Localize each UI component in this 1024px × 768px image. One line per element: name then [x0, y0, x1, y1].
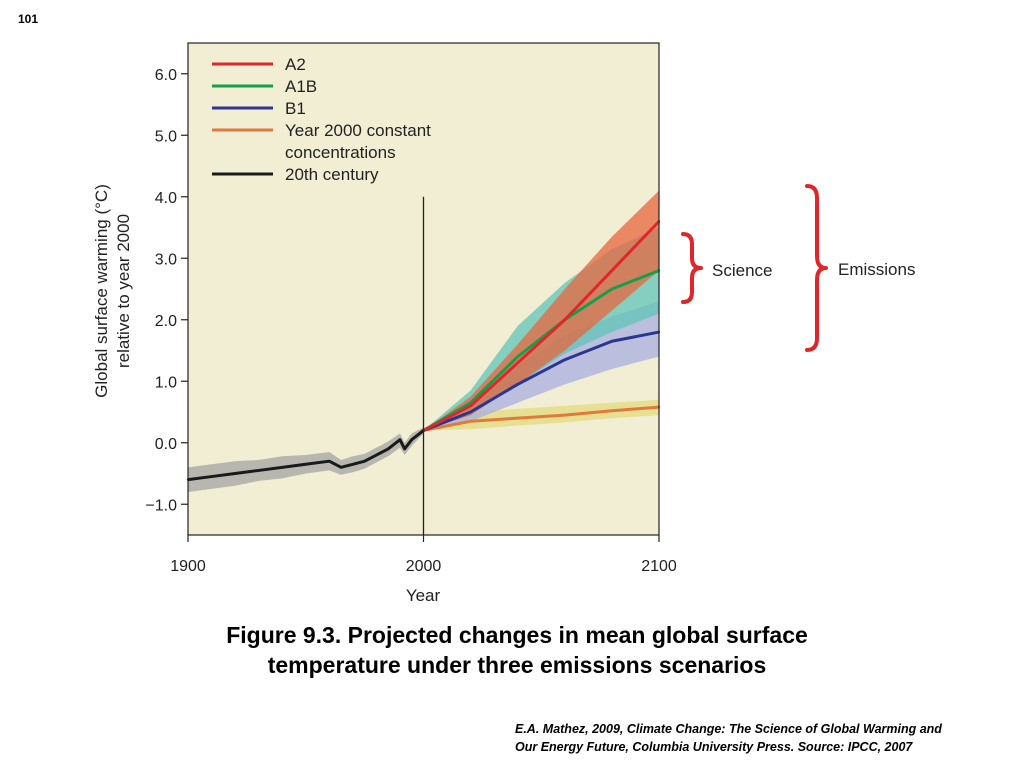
series-line-20th-century [187, 429, 425, 482]
x-axis: 1900 2000 2100 [170, 535, 677, 575]
data-point-b1 [516, 383, 519, 386]
science-brace [681, 232, 703, 304]
source-credit: E.A. Mathez, 2009, Climate Change: The S… [515, 720, 1015, 756]
data-point-20th-century [210, 475, 213, 478]
series-line-year-2000-constant-concentrations [423, 405, 660, 432]
data-point-20th-century [351, 463, 355, 466]
y-tick-label: 6.0 [155, 67, 177, 84]
science-label: Science [712, 261, 772, 280]
caption-line-1: Figure 9.3. Projected changes in mean gl… [226, 622, 808, 648]
data-point-20th-century [304, 463, 307, 466]
data-point-b1 [563, 358, 566, 361]
data-point-20th-century [339, 466, 343, 469]
data-point-a2 [563, 318, 566, 321]
y-axis-label-line2: relative to year 2000 [114, 214, 133, 368]
legend-label-year-2000-constant-concentrations: concentrations [285, 143, 396, 162]
legend-label-20th-century: 20th century [285, 165, 379, 184]
data-point-20th-century [281, 466, 284, 469]
data-point-a2 [469, 404, 472, 408]
temperature-projection-chart: 6.0 5.0 4.0 3.0 2.0 1.0 0.0 −1.0 1900 2000 2100 Y… [92, 42, 915, 605]
figure-caption: Figure 9.3. Projected changes in mean gl… [150, 620, 884, 680]
band-year-2000-constant-concentrations [423, 399, 659, 431]
data-point-a1b [516, 355, 519, 358]
legend-label-a1b: A1B [285, 77, 317, 96]
y-axis: 6.0 5.0 4.0 3.0 2.0 1.0 0.0 −1.0 [145, 67, 188, 514]
y-tick-label: 5.0 [155, 128, 177, 145]
data-point-year-2000-constant-concentrations [516, 416, 519, 420]
slide-number: 101 [18, 12, 39, 26]
data-point-20th-century [233, 472, 237, 475]
data-point-a2 [516, 361, 519, 364]
legend-label-year-2000-constant-concentrations: Year 2000 constant [285, 121, 431, 140]
data-point-20th-century [386, 447, 390, 451]
series-line-b1 [422, 330, 660, 432]
x-axis-label: Year [406, 586, 441, 605]
credit-line-1: E.A. Mathez, 2009, Climate Change: The S… [515, 722, 942, 736]
data-point-b1 [610, 340, 614, 343]
data-point-a1b [610, 287, 614, 291]
legend-label-b1: B1 [285, 99, 306, 118]
y-tick-label: 4.0 [155, 190, 177, 207]
data-point-20th-century [375, 453, 378, 457]
y-tick-label: 1.0 [155, 374, 177, 391]
band-a2 [423, 190, 659, 431]
series-line-a2 [422, 220, 661, 432]
band-20th-century [188, 427, 424, 492]
data-point-b1 [469, 410, 472, 414]
legend: A2 A1B B1 Year 2000 constant concentrations 2… [212, 55, 431, 184]
caption-line-2: temperature under three emissions scenar… [267, 652, 767, 678]
data-point-a2 [610, 269, 614, 272]
data-point-20th-century [328, 460, 331, 463]
emissions-label: Emissions [838, 260, 915, 279]
y-tick-label: −1.0 [145, 497, 177, 514]
credit-line-2: Our Energy Future, Columbia University P… [515, 740, 913, 754]
data-point-year-2000-constant-concentrations [563, 413, 566, 417]
uncertainty-bands [188, 190, 659, 492]
y-tick-label: 0.0 [155, 436, 177, 453]
data-point-year-2000-constant-concentrations [610, 409, 614, 412]
series-line-a1b [422, 269, 660, 432]
x-tick-label: 2000 [406, 558, 442, 575]
data-point-year-2000-constant-concentrations [469, 420, 472, 423]
data-point-20th-century [363, 460, 366, 463]
x-tick-label: 2100 [641, 558, 677, 575]
y-axis-label-line1: Global surface warming (°C) [92, 184, 111, 398]
y-tick-label: 3.0 [155, 251, 177, 268]
series-lines [186, 220, 661, 482]
data-point-20th-century [403, 447, 406, 451]
y-tick-label: 2.0 [155, 313, 177, 330]
data-point-20th-century [398, 438, 402, 441]
legend-label-a2: A2 [285, 55, 306, 74]
data-point-20th-century [257, 469, 260, 472]
x-tick-label: 1900 [170, 558, 206, 575]
data-point-20th-century [410, 438, 413, 441]
emissions-brace [805, 184, 828, 352]
